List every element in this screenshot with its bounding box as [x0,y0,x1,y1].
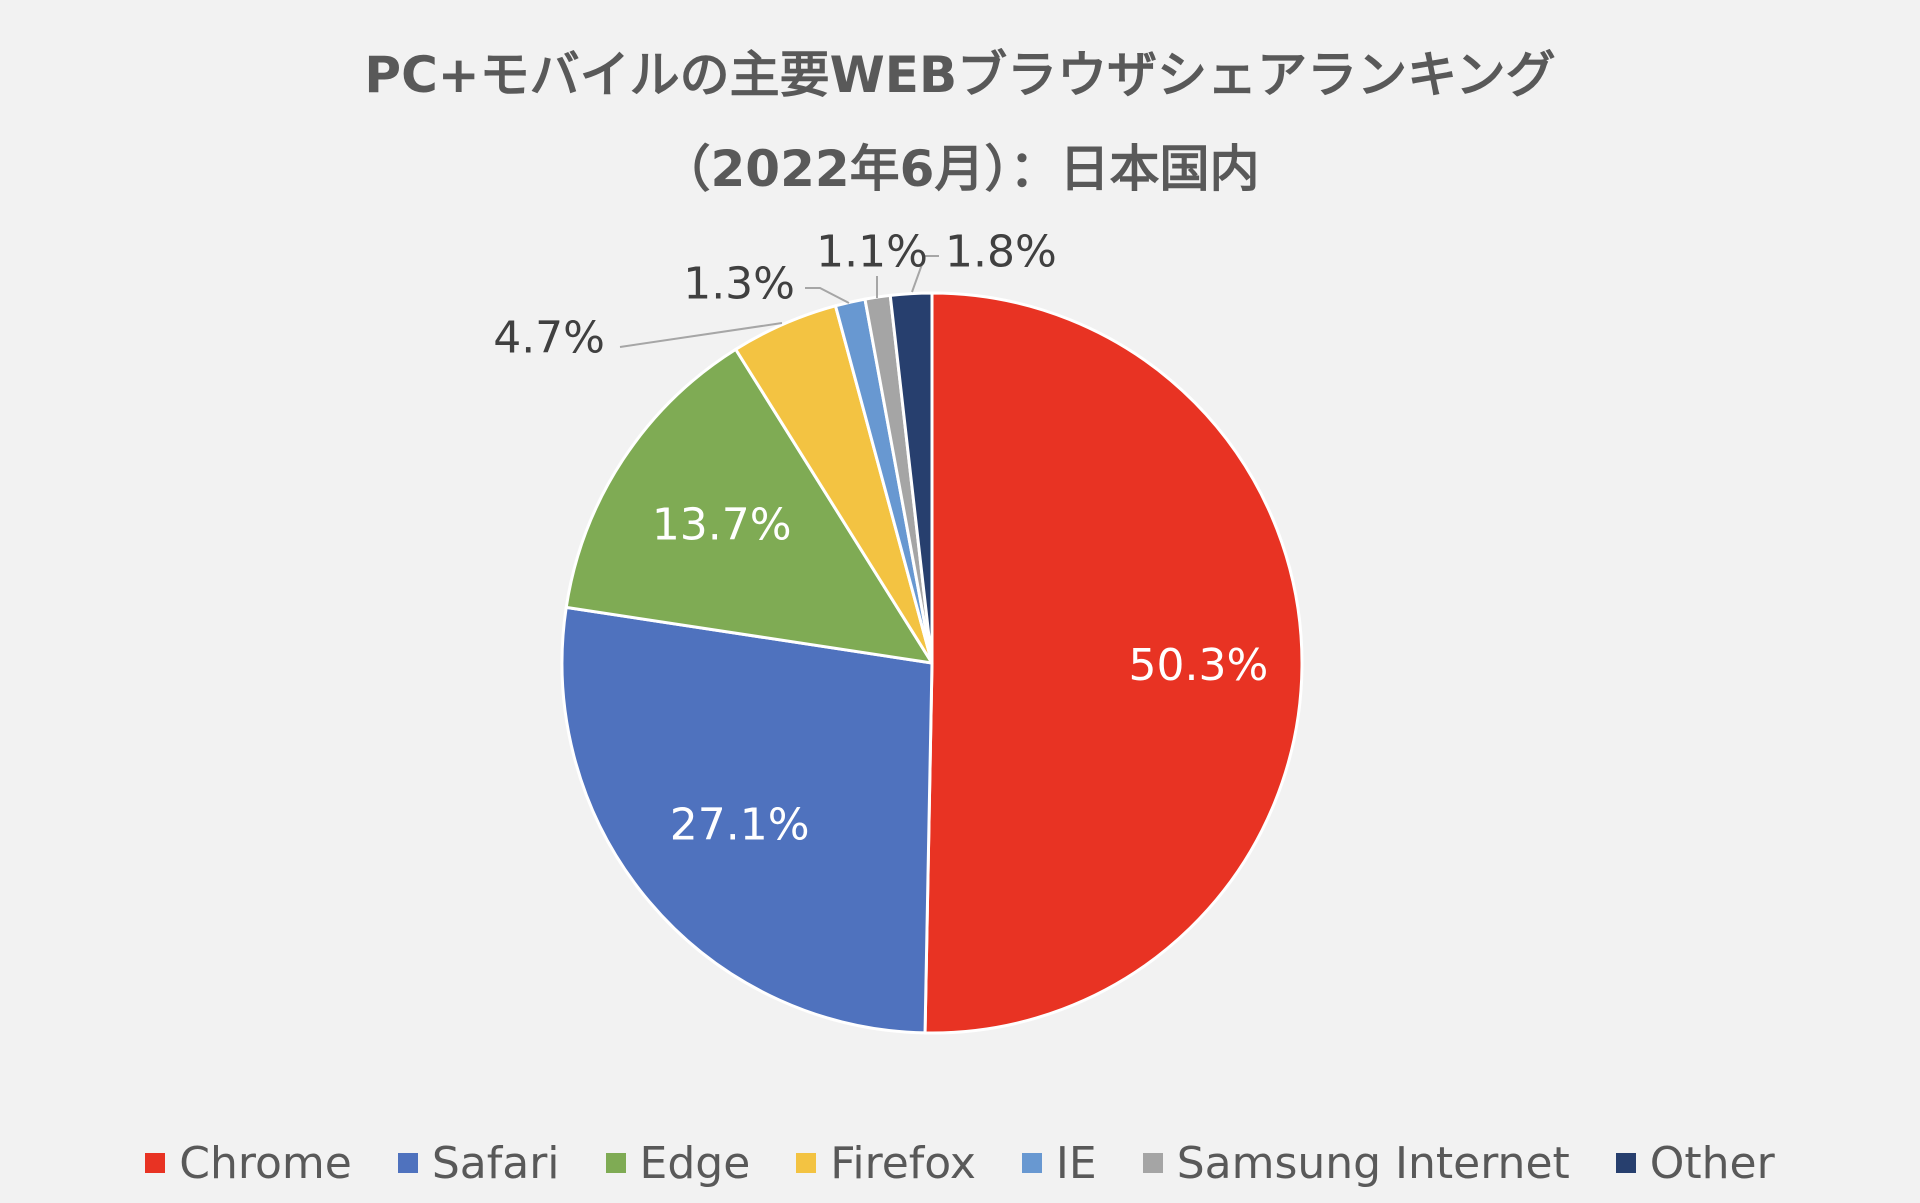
data-label-edge: 13.7% [652,499,792,550]
pie-slice-edge [564,347,934,665]
data-label-ie: 1.3% [683,259,795,310]
legend-swatch-ie [1021,1153,1042,1173]
legend-swatch-chrome [145,1153,166,1173]
leader-line-other [911,255,939,293]
legend-label-safari: Safari [431,1137,560,1189]
chart-title-line2: （2022年6月）：日本国内 [660,140,1260,198]
legend-label-chrome: Chrome [179,1137,352,1189]
legend-item-samsung-internet: Samsung Internet [1142,1137,1570,1189]
legend-item-other: Other [1615,1137,1775,1189]
data-labels: 50.3% 27.1% 13.7% 4.7% 1.3% 1.1% 1.8% [493,227,1268,851]
legend-label-samsung-internet: Samsung Internet [1176,1137,1570,1189]
legend-item-safari: Safari [397,1137,560,1189]
pie-slices [560,291,1304,1035]
chart-title-line1: PC+モバイルの主要WEBブラウザシェアランキング [364,46,1556,104]
leader-lines [619,255,939,348]
legend-label-other: Other [1649,1137,1775,1189]
leader-line-firefox [619,322,783,348]
data-label-chrome: 50.3% [1128,640,1268,691]
data-label-firefox: 4.7% [493,313,605,364]
legend-label-firefox: Firefox [830,1137,976,1189]
legend-item-ie: IE [1021,1137,1097,1189]
legend-label-edge: Edge [639,1137,751,1189]
legend: Chrome Safari Edge Firefox IE Samsung Interne… [0,1128,1920,1198]
data-label-other: 1.8% [945,227,1057,278]
legend-item-edge: Edge [605,1137,751,1189]
pie-slice-safari [560,605,934,1035]
legend-swatch-firefox [796,1153,817,1173]
pie-slice-chrome [923,291,1304,1035]
legend-swatch-samsung-internet [1142,1153,1163,1173]
chart-title: PC+モバイルの主要WEBブラウザシェアランキング （2022年6月）：日本国内 [0,28,1920,216]
data-label-samsung-internet: 1.1% [816,227,928,278]
legend-swatch-other [1615,1153,1636,1173]
legend-item-firefox: Firefox [796,1138,976,1189]
leader-line-ie [805,287,850,304]
legend-swatch-edge [605,1153,626,1173]
legend-label-ie: IE [1055,1137,1097,1189]
legend-item-chrome: Chrome [145,1138,352,1189]
pie-slice-other [888,291,934,665]
legend-swatch-safari [397,1153,418,1173]
data-label-safari: 27.1% [670,800,810,851]
